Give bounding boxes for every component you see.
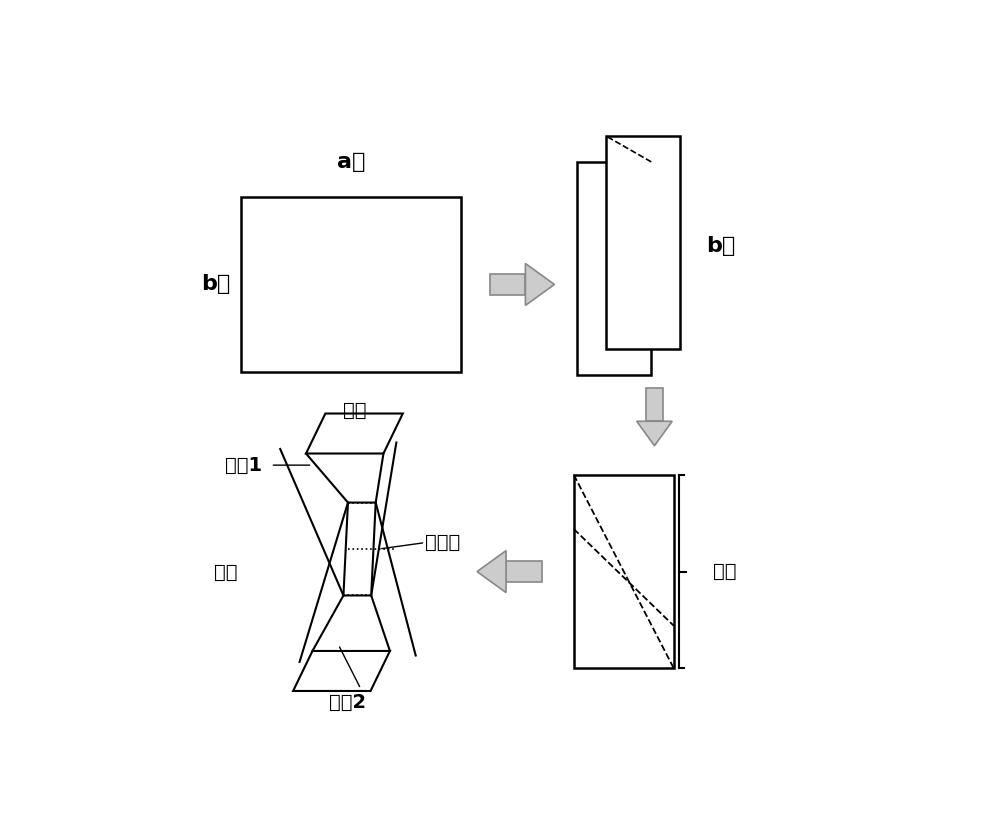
Bar — [574, 475, 674, 669]
Bar — [490, 274, 525, 295]
Text: 短边: 短边 — [343, 401, 366, 420]
Polygon shape — [637, 422, 672, 446]
Bar — [577, 162, 651, 375]
Bar — [241, 198, 461, 371]
Text: 折痕1: 折痕1 — [225, 456, 262, 474]
Text: 折痕2: 折痕2 — [329, 692, 366, 711]
Bar — [506, 561, 542, 582]
Text: a边: a边 — [337, 152, 365, 172]
Polygon shape — [525, 263, 554, 305]
Text: 长边: 长边 — [214, 563, 238, 582]
Text: b边: b边 — [706, 235, 735, 256]
Text: b边: b边 — [201, 275, 230, 294]
Bar — [646, 388, 663, 422]
Bar — [606, 136, 680, 349]
Polygon shape — [477, 551, 506, 592]
Text: 短边: 短边 — [713, 562, 736, 581]
Text: 线夾角: 线夾角 — [425, 533, 461, 552]
Polygon shape — [306, 413, 403, 453]
Polygon shape — [293, 651, 390, 691]
Polygon shape — [343, 503, 376, 596]
